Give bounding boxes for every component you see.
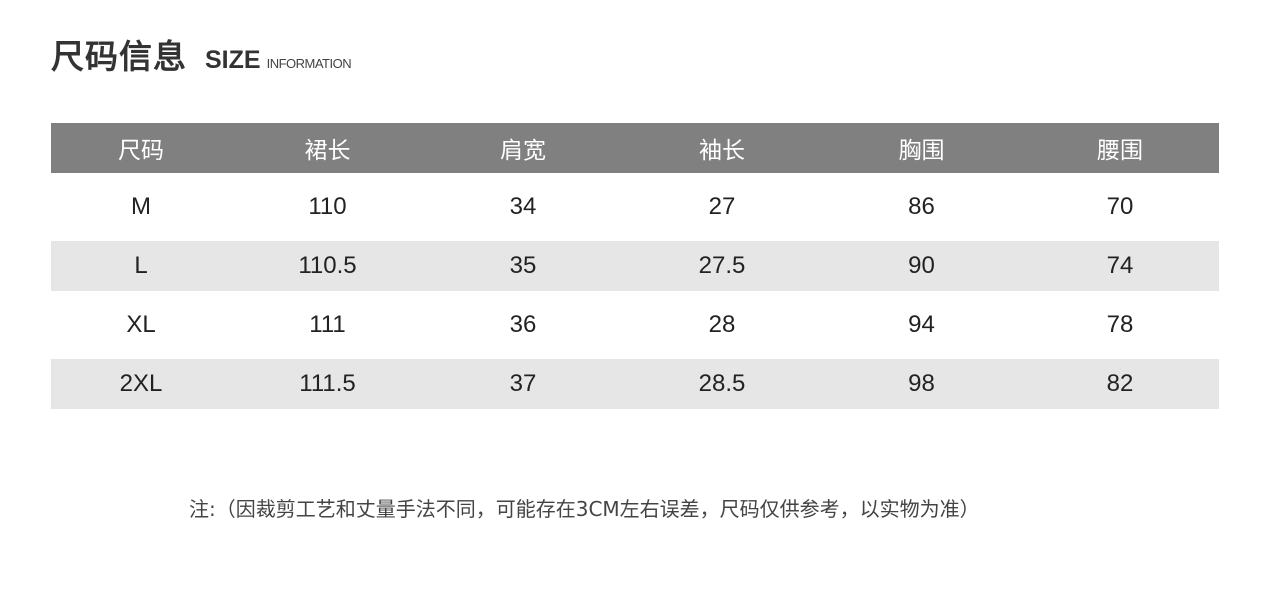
table-row: 2XL 111.5 37 28.5 98 82 [51,359,1219,409]
title-en: SIZE [205,46,261,74]
header-cell: 裙长 [304,138,351,164]
table-cell: 2XL [119,370,163,397]
table-cell: L [134,252,148,279]
table-cell: 74 [1106,252,1134,279]
page-title: 尺码信息 SIZE INFORMATION [51,30,352,78]
table-cell: 86 [908,193,935,220]
header-cell: 尺码 [118,138,164,164]
table-cell: 27.5 [698,252,746,279]
table-row: M 110 34 27 86 70 [51,182,1219,232]
table-cell: 111.5 [299,370,356,397]
table-cell: 110 [308,193,347,220]
table-cell: 28 [708,311,736,338]
table-cell: 37 [509,370,537,397]
measurement-note: 注:（因裁剪工艺和丈量手法不同，可能存在3CM左右误差，尺码仅供参考，以实物为准… [189,497,980,521]
table-cell: 82 [1106,370,1134,397]
table-cell: 27 [708,193,736,220]
table-cell: 111 [309,311,346,338]
table-cell: 35 [509,252,537,279]
title-zh: 尺码信息 [51,37,187,76]
table-row: XL 111 36 28 94 78 [51,300,1219,350]
table-cell: 28.5 [698,370,746,397]
header-cell: 袖长 [699,138,745,164]
table-cell: 94 [908,311,935,338]
header-cell: 肩宽 [500,138,546,164]
table-cell: 90 [908,252,935,279]
title-en-small: INFORMATION [266,56,352,71]
table-cell: 98 [908,370,935,397]
table-cell: 36 [509,311,537,338]
table-cell: M [131,193,151,220]
header-cell: 胸围 [898,138,945,164]
size-table: 尺码 裙长 肩宽 袖长 胸围 腰围 M 110 34 27 86 70 L 11… [51,123,1219,409]
table-row: L 110.5 35 27.5 90 74 [51,241,1219,291]
table-cell: 110.5 [298,252,357,279]
table-cell: 78 [1106,311,1134,338]
table-header: 尺码 裙长 肩宽 袖长 胸围 腰围 [51,123,1219,173]
table-cell: XL [126,311,156,338]
table-cell: 70 [1106,193,1134,220]
table-cell: 34 [509,193,537,220]
header-cell: 腰围 [1097,138,1143,164]
